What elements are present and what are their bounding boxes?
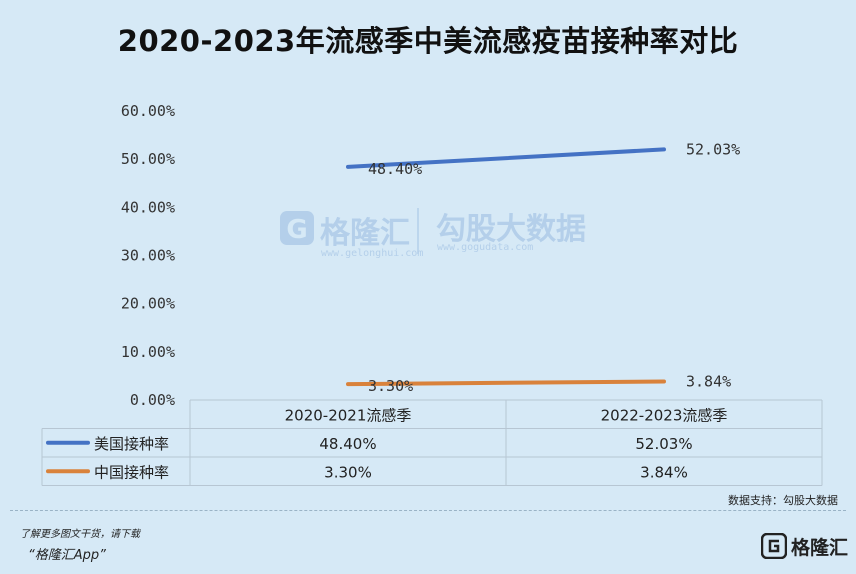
footer-divider bbox=[10, 510, 846, 511]
watermark-left-main: 格隆汇 bbox=[320, 216, 410, 251]
watermark-right-main: 勾股大数据 bbox=[436, 212, 586, 247]
data-label: 3.30% bbox=[368, 377, 413, 395]
brand-logo[interactable]: 格隆汇 bbox=[760, 524, 848, 568]
g-logo-icon bbox=[760, 533, 787, 559]
source-note: 数据支持：勾股大数据 bbox=[728, 494, 838, 507]
category-label: 2020-2021流感季 bbox=[285, 406, 412, 424]
watermark-right-sub: www.gogudata.com bbox=[437, 242, 533, 253]
chart-title: 2020-2023年流感季中美流感疫苗接种率对比 bbox=[117, 24, 739, 58]
data-label: 52.03% bbox=[686, 140, 740, 158]
data-table: 2020-2021流感季 2022-2023流感季 bbox=[41, 399, 823, 486]
y-tick-label: 10.00% bbox=[121, 343, 175, 361]
y-tick-label: 40.00% bbox=[121, 198, 175, 216]
series-line bbox=[346, 379, 666, 387]
watermark-g-letter: G bbox=[286, 215, 307, 245]
table-cell: 52.03% bbox=[635, 435, 692, 453]
watermark-left-sub: www.gelonghui.com bbox=[321, 248, 423, 259]
y-tick-label: 30.00% bbox=[121, 247, 175, 265]
y-tick-label: 20.00% bbox=[121, 295, 175, 313]
watermark: G 格隆汇 www.gelonghui.com 勾股大数据 www.goguda… bbox=[280, 208, 586, 259]
category-label: 2022-2023流感季 bbox=[601, 406, 728, 424]
y-tick-label: 60.00% bbox=[121, 102, 175, 120]
legend-label: 美国接种率 bbox=[94, 435, 169, 453]
series-layer: 48.40% 52.03% 美国接种率 48.40% 52.03% 3.30% 3.84% 中… bbox=[46, 140, 740, 481]
table-cell: 3.84% bbox=[640, 463, 688, 481]
footer-download-note: 了解更多图文干货，请下载 bbox=[20, 529, 140, 540]
footer-app-name: “格隆汇App” bbox=[28, 548, 106, 563]
data-label: 3.84% bbox=[686, 373, 731, 391]
logo-text: 格隆汇 bbox=[790, 536, 848, 559]
legend-label: 中国接种率 bbox=[94, 463, 169, 481]
series-line bbox=[346, 147, 666, 169]
y-tick-label: 50.00% bbox=[121, 150, 175, 168]
table-cell: 48.40% bbox=[319, 435, 376, 453]
data-label: 48.40% bbox=[368, 160, 422, 178]
watermark-g-icon bbox=[280, 211, 314, 245]
y-axis: 0.00% 10.00% 20.00% 30.00% 40.00% 50.00% 60.00… bbox=[121, 102, 175, 409]
y-tick-label: 0.00% bbox=[130, 391, 175, 409]
table-cell: 3.30% bbox=[324, 463, 372, 481]
